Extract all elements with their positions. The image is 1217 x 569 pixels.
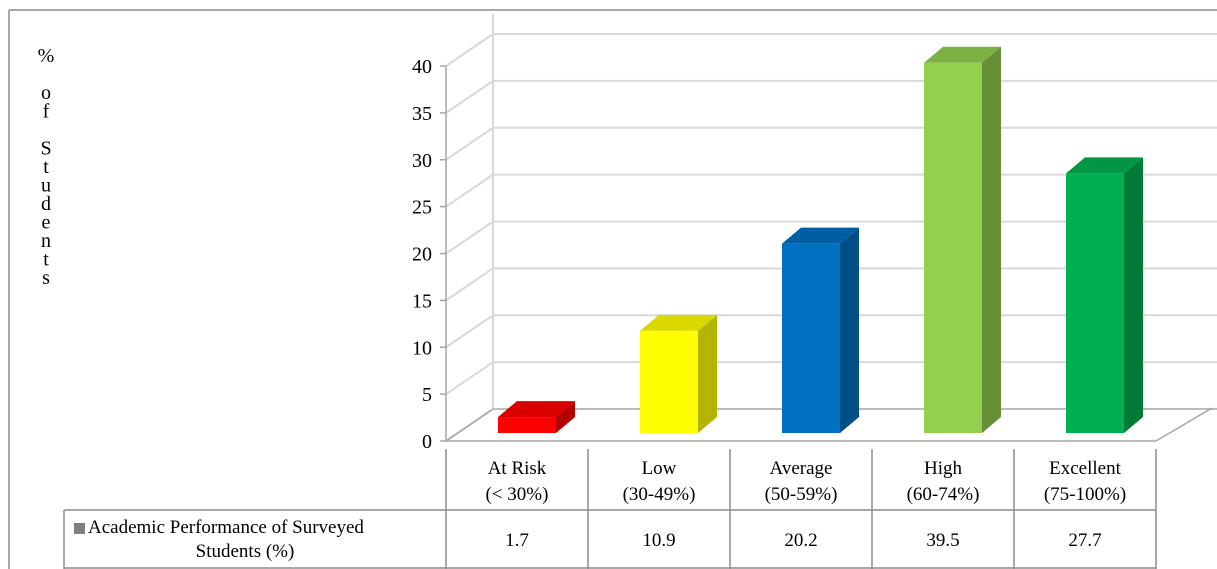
x-tick-label: (< 30%) (486, 484, 549, 505)
y-axis-label-char: t (43, 156, 49, 178)
data-label: 20.2 (784, 530, 817, 551)
side-wall-top (445, 33, 494, 67)
data-table: At Risk (< 30%) Low (30-49%) Average (50-59%)… (63, 449, 1157, 569)
x-tick-label: Average (770, 458, 833, 479)
y-tick-label: 15 (412, 290, 432, 312)
y-axis-label-char: t (43, 249, 49, 271)
y-axis-label-char: % (38, 45, 55, 67)
y-tick-label: 5 (422, 384, 432, 406)
y-tick-label: 10 (412, 337, 432, 359)
x-tick-label: Low (642, 458, 677, 479)
bar-front (498, 417, 556, 433)
x-tick-label: (30-49%) (623, 484, 696, 505)
data-label: 39.5 (926, 530, 959, 551)
bar-front (924, 62, 982, 433)
y-axis-label-char: o (41, 82, 51, 104)
gridline-depth (445, 267, 494, 302)
bar-side (982, 46, 1001, 433)
gridline-depth (445, 314, 494, 349)
bar (924, 46, 1001, 433)
y-axis-label-char: f (43, 101, 50, 123)
bar (498, 401, 575, 433)
bar-front (640, 330, 698, 433)
bar-side (556, 401, 575, 433)
data-label: 27.7 (1068, 530, 1101, 551)
bar-top (640, 314, 717, 331)
y-axis-label-char: S (40, 138, 51, 160)
y-axis-label-char: e (42, 212, 51, 234)
y-tick-label: 25 (412, 197, 432, 219)
floor-right-edge (1155, 407, 1213, 442)
y-tick-label: 0 (422, 431, 432, 453)
gridline-depth (445, 220, 494, 255)
gridline-depth (445, 126, 494, 161)
gridline-depth (445, 173, 494, 208)
y-tick-label: 35 (412, 103, 432, 125)
bar (782, 227, 859, 433)
data-label: 1.7 (505, 530, 529, 551)
bar (1066, 157, 1143, 433)
y-axis: 0 5 10 15 20 25 30 35 40 (412, 56, 447, 453)
series-label: Students (%) (196, 541, 295, 562)
y-tick-label: 20 (412, 244, 432, 266)
x-tick-label: Excellent (1049, 458, 1121, 479)
bar-top (1066, 157, 1143, 174)
x-tick-label: High (924, 458, 963, 479)
bar-side (840, 227, 859, 433)
y-axis-label-char: s (42, 267, 50, 289)
gridline-depth (445, 361, 494, 395)
x-tick-label: (50-59%) (765, 484, 838, 505)
x-tick-label: (60-74%) (907, 484, 980, 505)
bar-side (1124, 157, 1143, 433)
x-tick-label: At Risk (488, 458, 547, 479)
bar-top (782, 227, 859, 244)
bar-top (924, 46, 1001, 63)
y-axis-label-char: u (41, 175, 51, 197)
bar-front (1066, 173, 1124, 433)
y-axis-label-char: n (41, 230, 51, 252)
y-tick-label: 30 (412, 150, 432, 172)
series-label: Academic Performance of Surveyed (88, 517, 364, 538)
legend-key (74, 523, 85, 534)
gridline-depth (445, 80, 494, 114)
data-label: 10.9 (642, 530, 675, 551)
bar-top (498, 401, 575, 418)
bars (498, 46, 1143, 433)
y-tick-label: 40 (412, 56, 432, 78)
bar-front (782, 243, 840, 433)
x-tick-label: (75-100%) (1044, 484, 1126, 505)
bar (640, 314, 717, 433)
y-axis-label-char: d (41, 193, 51, 215)
bar-side (698, 314, 717, 433)
